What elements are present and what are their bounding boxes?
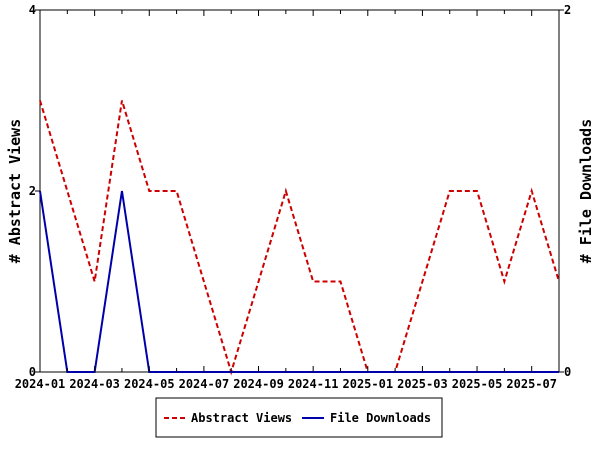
x-tick-label: 2025-03 [397,377,448,391]
x-tick-label: 2025-05 [452,377,503,391]
x-axis: 2024-01 2024-03 2024-05 2024-07 2024-09 2024-… [15,10,560,391]
legend-label-file-downloads: File Downloads [330,411,431,425]
series-line-abstract-views [39,100,560,376]
y-right-tick-label: 0 [564,365,571,379]
x-tick-label: 2024-05 [124,377,175,391]
y-axis-right: 02 [559,3,571,379]
series-marks [39,100,560,376]
series-line-file-downloads [39,190,559,373]
y-axis-left: 0 2 4 [29,3,40,379]
plot-area [39,9,560,373]
y-left-tick-label: 2 [29,184,36,198]
x-tick-label: 2024-09 [233,377,284,391]
y-axis-right-title: # File Downloads [577,119,595,264]
y-left-tick-label: 0 [29,365,36,379]
x-tick-label: 2024-01 [15,377,66,391]
x-tick-label: 2024-07 [179,377,230,391]
legend-box [155,397,443,438]
y-left-tick-label: 4 [29,3,36,17]
x-tick-label: 2024-11 [288,377,339,391]
legend: Abstract Views File Downloads [155,397,443,438]
legend-label-abstract-views: Abstract Views [191,411,292,425]
y-right-tick-label: 2 [564,3,571,17]
x-tick-label: 2025-07 [506,377,557,391]
y-axis-left-title: # Abstract Views [6,119,24,264]
x-tick-label: 2025-01 [343,377,394,391]
x-tick-label: 2024-03 [69,377,120,391]
